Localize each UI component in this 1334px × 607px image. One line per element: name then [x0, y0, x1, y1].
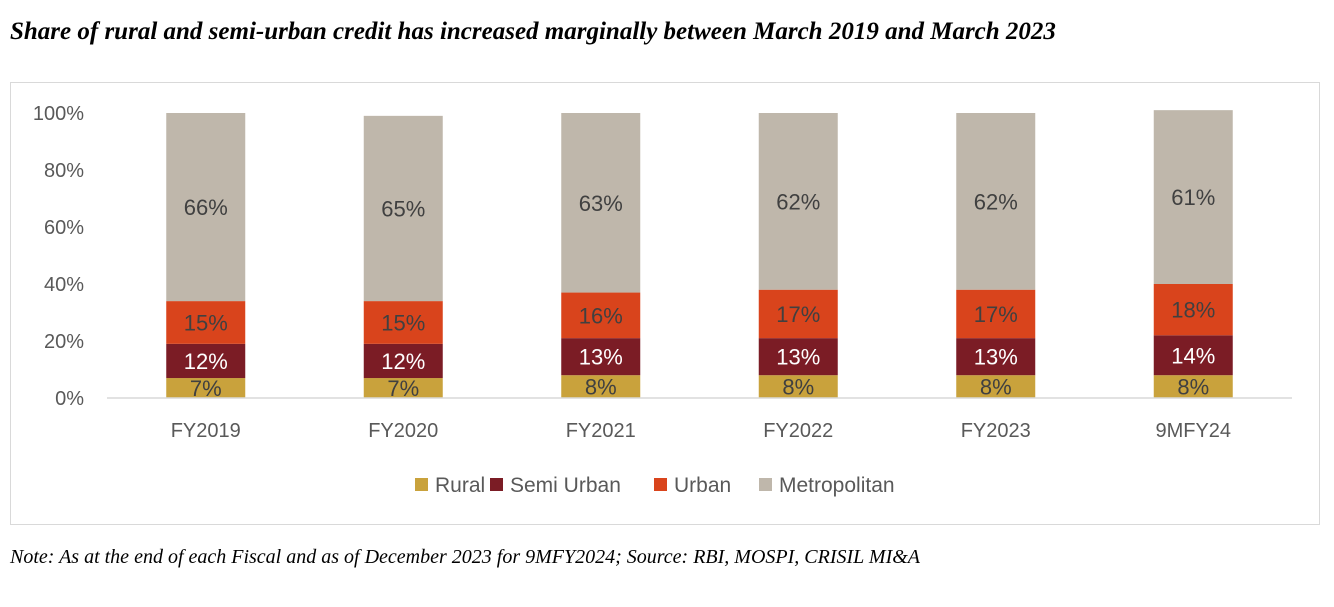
x-tick-label: FY2023 — [961, 420, 1031, 442]
legend-label: Rural — [435, 474, 485, 497]
legend-swatch — [490, 478, 503, 491]
data-label: 13% — [579, 345, 623, 370]
data-label: 13% — [974, 345, 1018, 370]
data-label: 8% — [782, 375, 814, 400]
data-label: 15% — [184, 310, 228, 335]
legend-label: Semi Urban — [510, 474, 621, 497]
legend-label: Metropolitan — [779, 474, 895, 497]
y-tick-label: 60% — [44, 217, 84, 239]
y-tick-label: 40% — [44, 274, 84, 296]
legend-swatch — [759, 478, 772, 491]
data-label: 12% — [184, 349, 228, 374]
x-tick-label: FY2020 — [368, 420, 438, 442]
data-label: 66% — [184, 195, 228, 220]
x-tick-label: FY2019 — [171, 420, 241, 442]
data-label: 8% — [1177, 375, 1209, 400]
data-label: 14% — [1171, 343, 1215, 368]
y-tick-label: 100% — [33, 103, 84, 125]
data-label: 8% — [585, 375, 617, 400]
legend-label: Urban — [674, 474, 731, 497]
x-tick-label: FY2022 — [763, 420, 833, 442]
data-label: 63% — [579, 191, 623, 216]
x-tick-label: 9MFY24 — [1155, 420, 1231, 442]
data-label: 16% — [579, 303, 623, 328]
legend-swatch — [654, 478, 667, 491]
data-label: 62% — [776, 189, 820, 214]
chart-note: Note: As at the end of each Fiscal and a… — [10, 546, 920, 569]
legend-swatch — [415, 478, 428, 491]
y-tick-label: 80% — [44, 160, 84, 182]
y-tick-label: 20% — [44, 331, 84, 353]
data-label: 13% — [776, 345, 820, 370]
data-label: 18% — [1171, 298, 1215, 323]
data-label: 15% — [381, 310, 425, 335]
data-label: 62% — [974, 189, 1018, 214]
y-tick-label: 0% — [55, 388, 84, 410]
data-label: 12% — [381, 349, 425, 374]
data-label: 8% — [980, 375, 1012, 400]
data-label: 65% — [381, 196, 425, 221]
x-tick-label: FY2021 — [566, 420, 636, 442]
data-label: 61% — [1171, 185, 1215, 210]
data-label: 17% — [776, 302, 820, 327]
data-label: 17% — [974, 302, 1018, 327]
